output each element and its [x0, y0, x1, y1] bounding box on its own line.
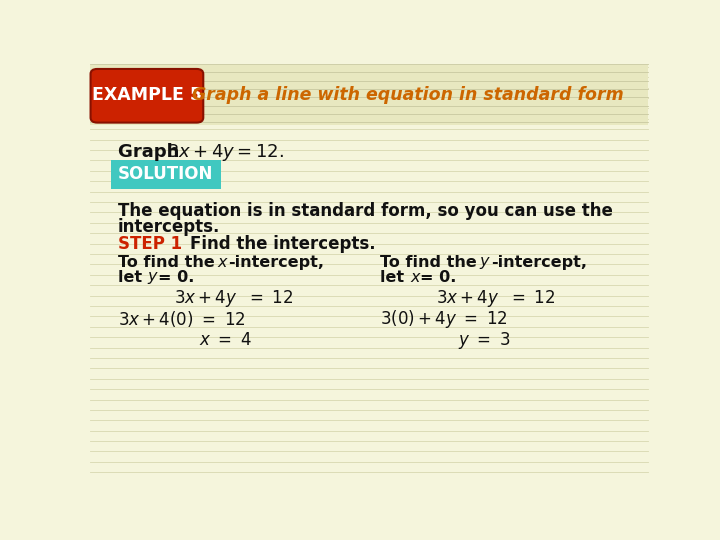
Text: Find the intercepts.: Find the intercepts. [190, 234, 376, 253]
Text: let: let [118, 270, 148, 285]
Text: $3\left(0\right)+4y\ =\ 12$: $3\left(0\right)+4y\ =\ 12$ [380, 308, 508, 330]
Text: let: let [380, 270, 410, 285]
Text: $3x + 4y = 12.$: $3x + 4y = 12.$ [167, 141, 284, 163]
FancyBboxPatch shape [91, 69, 203, 123]
Text: $y$: $y$ [480, 255, 492, 271]
Text: -intercept,: -intercept, [490, 255, 587, 270]
Text: SOLUTION: SOLUTION [118, 165, 214, 183]
Text: The equation is in standard form, so you can use the: The equation is in standard form, so you… [118, 202, 613, 220]
Text: Graph a line with equation in standard form: Graph a line with equation in standard f… [192, 86, 624, 104]
Text: To find the: To find the [118, 255, 220, 270]
Text: $y$: $y$ [148, 269, 160, 286]
Text: EXAMPLE 5: EXAMPLE 5 [92, 86, 202, 104]
Text: STEP 1: STEP 1 [118, 234, 182, 253]
Text: $x$: $x$ [410, 270, 422, 285]
Text: To find the: To find the [380, 255, 482, 270]
Text: $y\ =\ 3$: $y\ =\ 3$ [459, 329, 511, 350]
FancyBboxPatch shape [111, 160, 220, 189]
Text: = 0.: = 0. [158, 270, 194, 285]
Text: -intercept,: -intercept, [228, 255, 325, 270]
Text: $x\ =\ 4$: $x\ =\ 4$ [199, 331, 252, 349]
Text: $3x +4y\ \ =\ 12$: $3x +4y\ \ =\ 12$ [174, 288, 293, 309]
Text: = 0.: = 0. [420, 270, 456, 285]
Text: $x$: $x$ [217, 255, 229, 270]
Text: Graph: Graph [118, 143, 186, 161]
Text: $3x +4y\ \ =\ 12$: $3x +4y\ \ =\ 12$ [436, 288, 555, 309]
Text: intercepts.: intercepts. [118, 218, 220, 236]
Text: $3x +4\left(0\right)\ =\ 12$: $3x +4\left(0\right)\ =\ 12$ [118, 309, 246, 329]
FancyBboxPatch shape [90, 65, 648, 125]
